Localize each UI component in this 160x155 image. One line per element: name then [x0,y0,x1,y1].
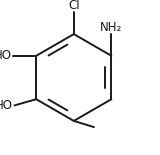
Text: NH₂: NH₂ [100,21,123,34]
Text: Cl: Cl [68,0,80,12]
Text: HO: HO [0,49,11,62]
Text: HO: HO [0,99,13,112]
